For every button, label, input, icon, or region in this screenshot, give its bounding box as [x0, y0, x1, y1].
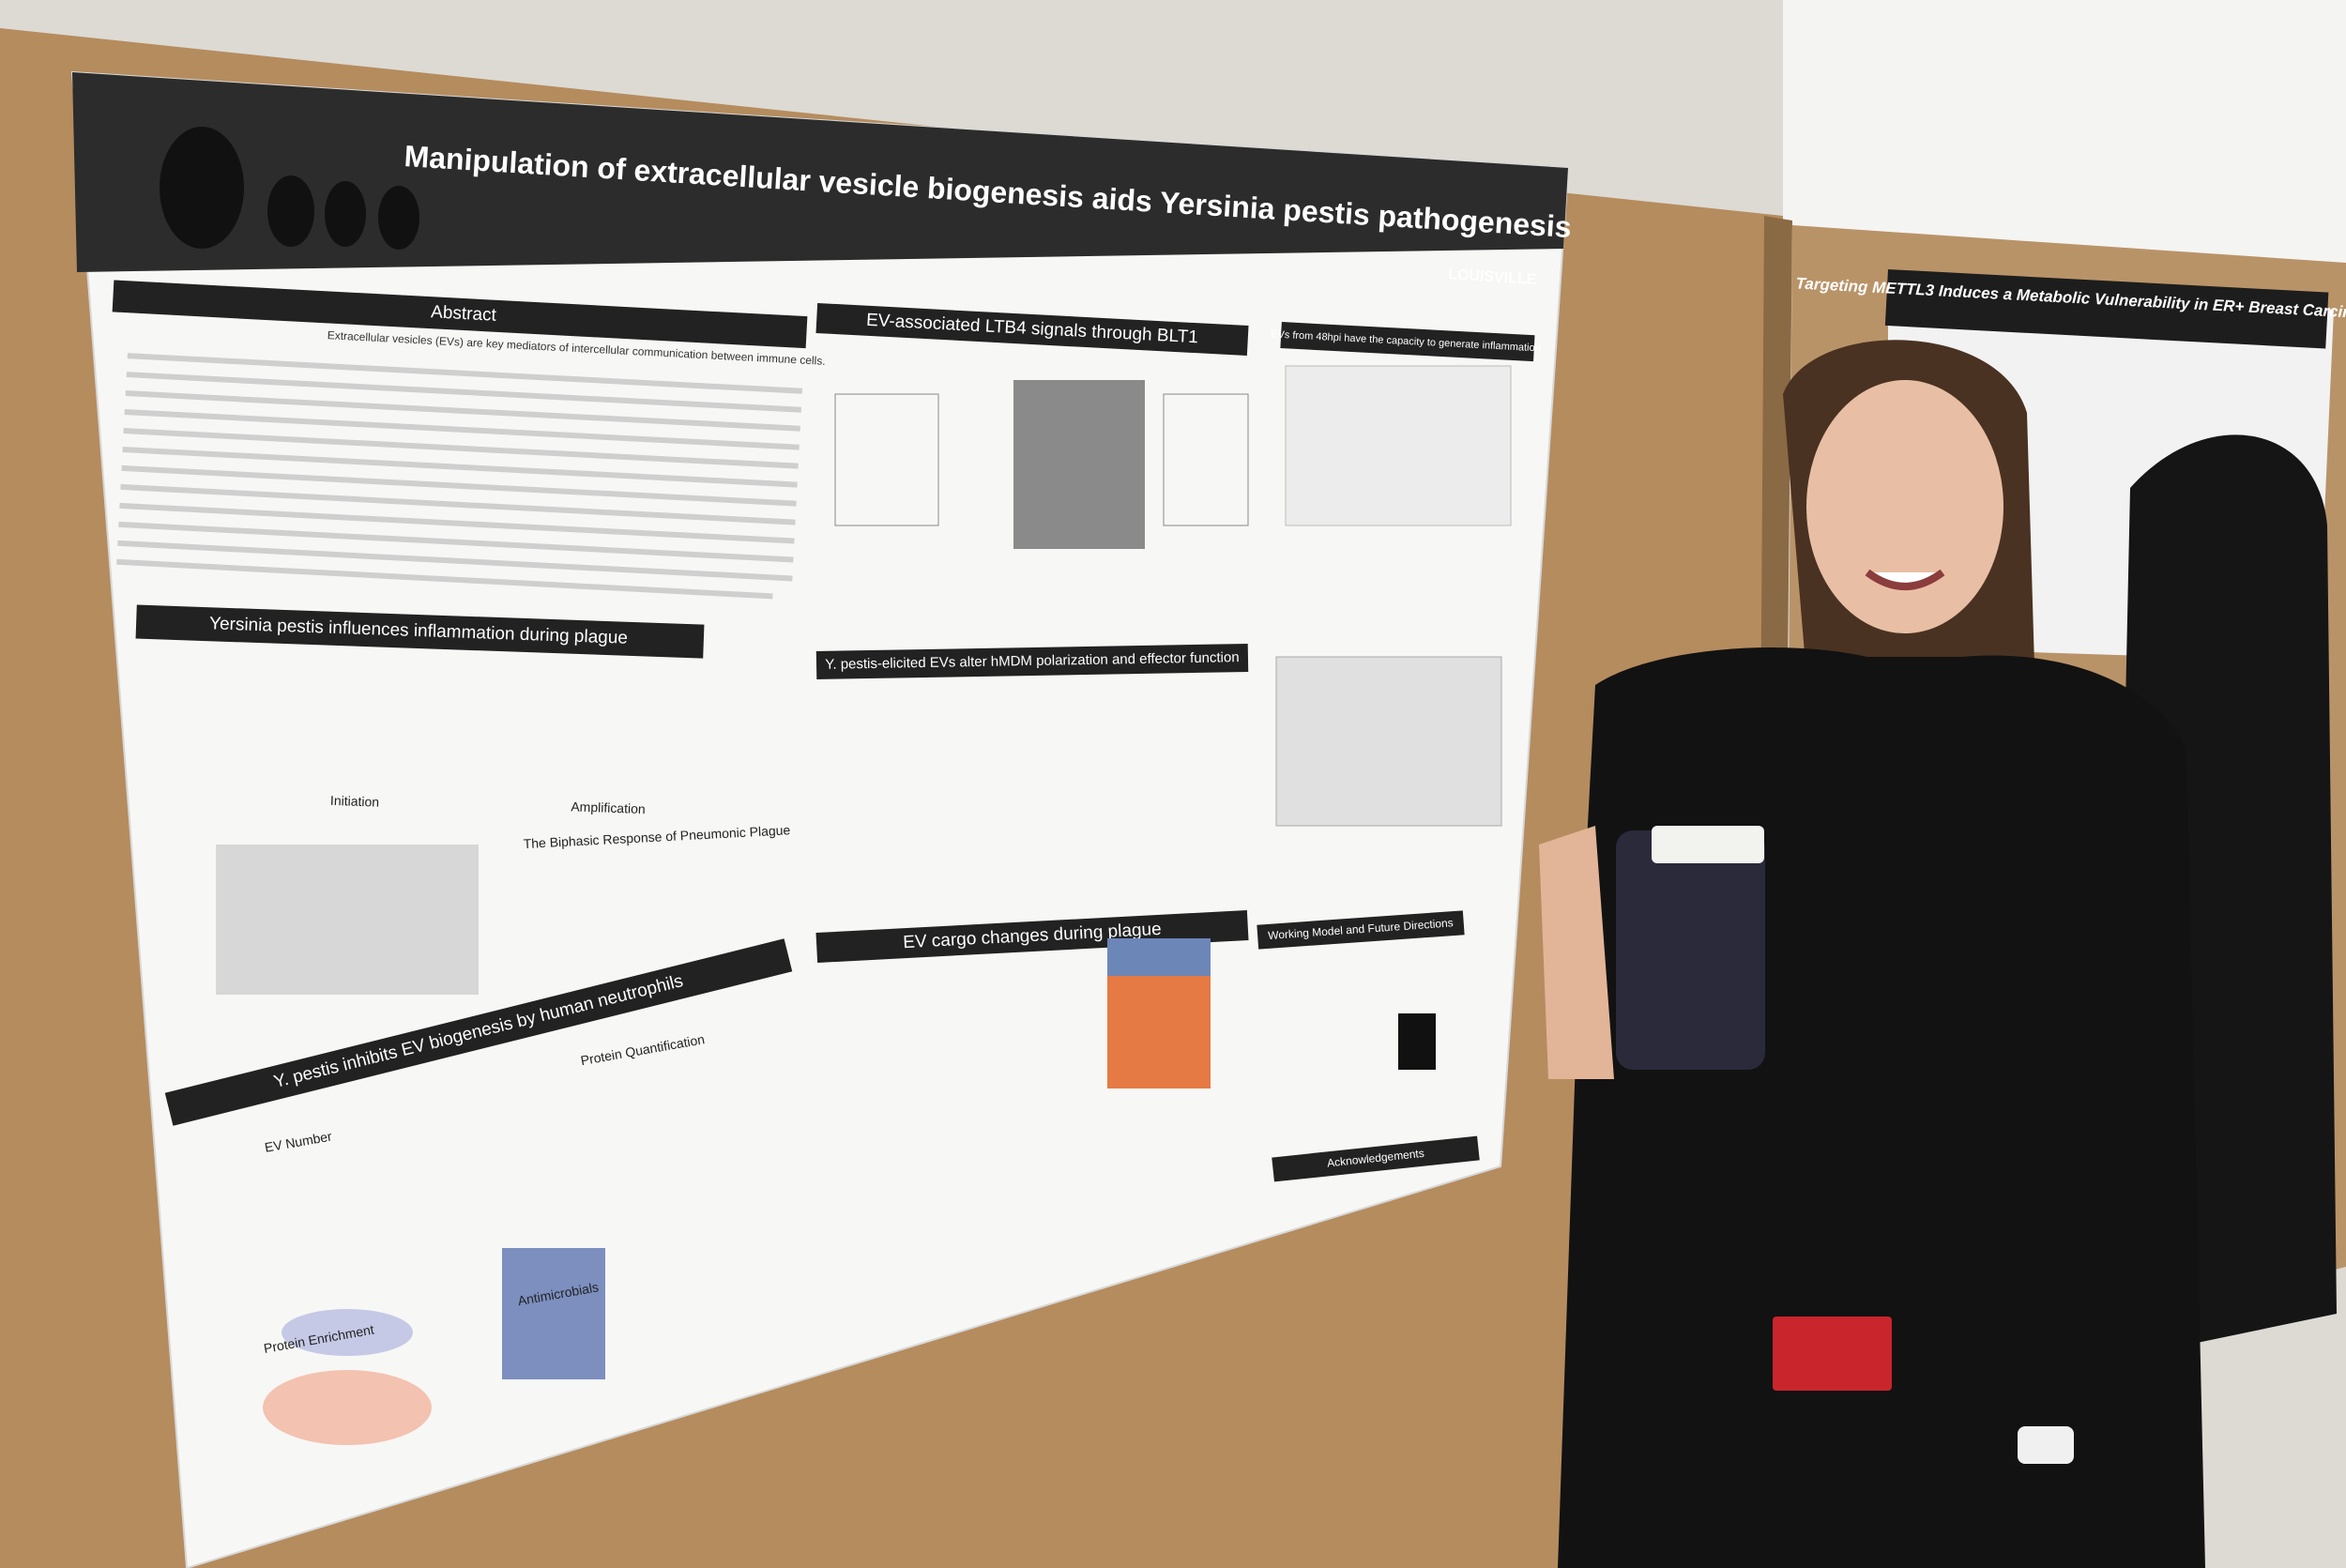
watch	[2018, 1426, 2074, 1464]
section-inflammation: Yersinia pestis influences inflammation …	[135, 604, 705, 659]
section-acknowledgements: Acknowledgements	[1272, 1135, 1480, 1182]
section-abstract: Abstract	[112, 280, 808, 349]
section-48hpi: EVs from 48hpi have the capacity to gene…	[1271, 322, 1541, 362]
abstract-lines	[116, 353, 803, 600]
face	[1806, 380, 2003, 633]
figure-label: Amplification	[571, 799, 646, 816]
section-hmdm: Y. pestis-elicited EVs alter hMDM polari…	[815, 643, 1249, 680]
dress	[1558, 647, 2205, 1568]
university-logo: LOUISVILLE	[1448, 266, 1537, 288]
poster-header-band	[72, 72, 1568, 272]
phone	[1616, 830, 1765, 1070]
smile	[1865, 569, 1945, 590]
coffee-cup	[1652, 826, 1764, 863]
figure-label: Initiation	[330, 793, 380, 810]
badge	[1773, 1317, 1892, 1391]
second-poster-header	[1884, 269, 2329, 349]
arm	[1539, 826, 1614, 1079]
plague-doctor-icons	[160, 127, 419, 250]
figure-panels	[216, 365, 1512, 1445]
section-header: Abstract	[431, 302, 497, 326]
